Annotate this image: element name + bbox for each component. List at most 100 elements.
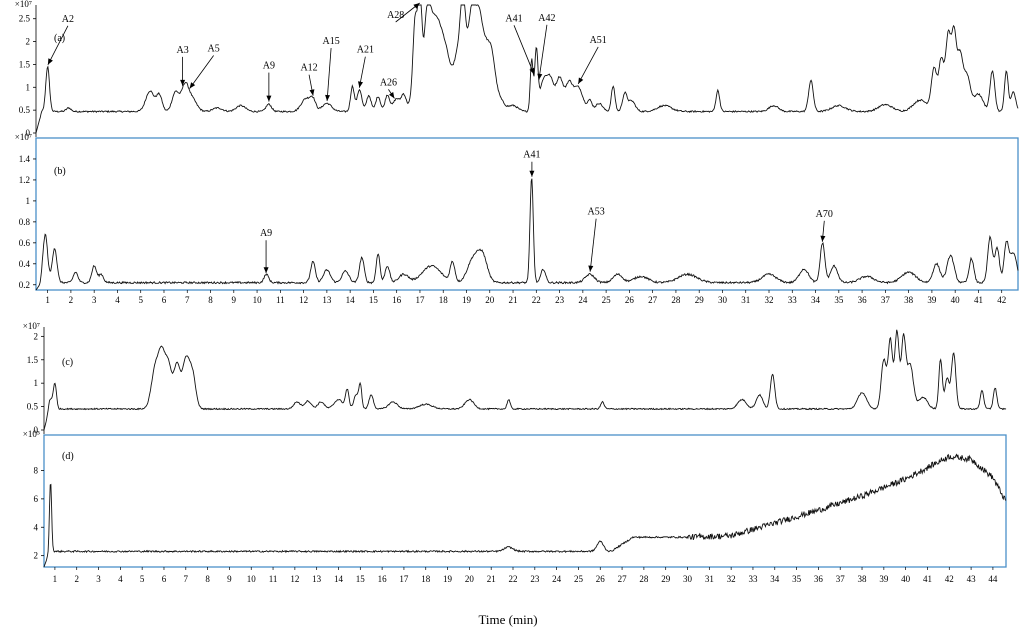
annotation-label: A41 [505,13,522,24]
x-tick-label: 22 [532,295,541,305]
y-tick-label: 8 [34,465,39,475]
x-tick-label: 8 [205,574,210,584]
x-tick-label: 25 [574,574,584,584]
y-tick-label: 0.4 [19,259,31,269]
x-tick-label: 14 [334,574,344,584]
x-tick-label: 23 [555,295,565,305]
x-tick-label: 8 [208,295,213,305]
x-tick-label: 29 [661,574,671,584]
panel-frame-2 [35,137,1019,291]
y-tick-label: 0.6 [19,238,31,248]
x-tick-label: 2 [74,574,79,584]
y-multiplier-2: ×10⁷ [15,132,32,142]
x-tick-label: 33 [748,574,758,584]
annotation-arrow [326,48,332,102]
y-tick-label: 1.5 [19,59,31,69]
y-tick-label: 0.5 [27,402,39,412]
y-tick-label: 2 [26,37,31,47]
y-multiplier-3: ×10⁷ [23,321,40,331]
annotation-label: A9 [260,228,272,239]
x-tick-label: 40 [901,574,911,584]
x-tick-label: 18 [421,574,431,584]
annotation-label: A9 [263,61,275,72]
trace-2 [35,178,1019,291]
x-tick-label: 42 [945,574,954,584]
annotation-label: A41 [523,150,540,161]
annotation-label: A70 [816,209,833,220]
y-tick-label: 1.4 [19,154,31,164]
annotation-label: A5 [207,44,219,55]
x-tick-label: 7 [185,295,190,305]
y-tick-label: 1 [26,196,31,206]
x-tick-label: 3 [96,574,101,584]
x-tick-label: 37 [881,295,891,305]
y-tick-label: 4 [34,522,39,532]
x-tick-label: 12 [299,295,308,305]
y-tick-label: 2 [34,331,39,341]
x-tick-label: 34 [811,295,821,305]
x-tick-label: 29 [695,295,705,305]
x-tick-label: 31 [705,574,714,584]
y-tick-label: 0 [26,128,31,138]
panel-label-4: (d) [62,451,74,462]
trace-4 [43,453,1007,568]
panel-label-2: (b) [54,166,66,177]
x-tick-label: 17 [399,574,409,584]
annotation-label: A53 [588,207,605,218]
y-tick-label: 0.5 [19,105,31,115]
x-tick-label: 28 [671,295,681,305]
x-tick-label: 13 [322,295,332,305]
x-tick-label: 16 [392,295,402,305]
x-tick-label: 32 [727,574,736,584]
x-tick-label: 35 [792,574,802,584]
x-tick-label: 41 [974,295,983,305]
annotation-arrowhead [413,3,420,9]
y-tick-label: 2 [34,551,39,561]
annotation-arrowhead [529,170,535,177]
annotation-arrow [577,46,599,85]
x-tick-label: 6 [162,574,167,584]
panel-frame-4 [43,434,1007,568]
x-tick-label: 23 [530,574,540,584]
x-tick-label: 6 [162,295,167,305]
annotation-arrowhead [263,267,269,274]
x-tick-label: 10 [247,574,257,584]
annotation-label: A3 [176,45,188,56]
x-tick-label: 4 [115,295,120,305]
x-tick-label: 36 [858,295,868,305]
y-multiplier-4: ×10⁵ [23,429,40,439]
x-tick-label: 20 [485,295,495,305]
x-tick-label: 27 [618,574,628,584]
y-tick-label: 6 [34,494,39,504]
x-tick-label: 20 [465,574,475,584]
y-tick-label: 1.5 [27,355,39,365]
annotation-label: A42 [538,13,555,24]
x-tick-label: 22 [509,574,518,584]
y-tick-label: 0 [34,425,39,435]
annotation-arrowhead [578,77,584,84]
x-tick-label: 1 [45,295,50,305]
x-tick-label: 27 [648,295,658,305]
x-tick-label: 9 [232,295,237,305]
x-tick-label: 5 [140,574,145,584]
annotation-label: A51 [590,35,607,46]
x-tick-label: 9 [227,574,232,584]
x-tick-label: 16 [378,574,388,584]
annotation-arrowhead [537,73,543,80]
y-tick-label: 2.5 [19,14,31,24]
annotation-arrowhead [529,67,535,75]
annotation-arrow [538,24,548,80]
panel-label-1: (a) [54,33,65,44]
annotation-arrowhead [325,94,330,102]
x-tick-label: 35 [834,295,844,305]
annotation-arrowhead [588,265,594,272]
x-tick-label: 30 [683,574,693,584]
x-tick-label: 19 [443,574,453,584]
annotation-arrowhead [266,95,272,102]
y-tick-label: 1 [26,82,31,92]
panel-label-3: (c) [62,357,73,368]
x-tick-label: 4 [118,574,123,584]
annotation-arrowhead [189,82,196,89]
x-tick-label: 37 [836,574,846,584]
